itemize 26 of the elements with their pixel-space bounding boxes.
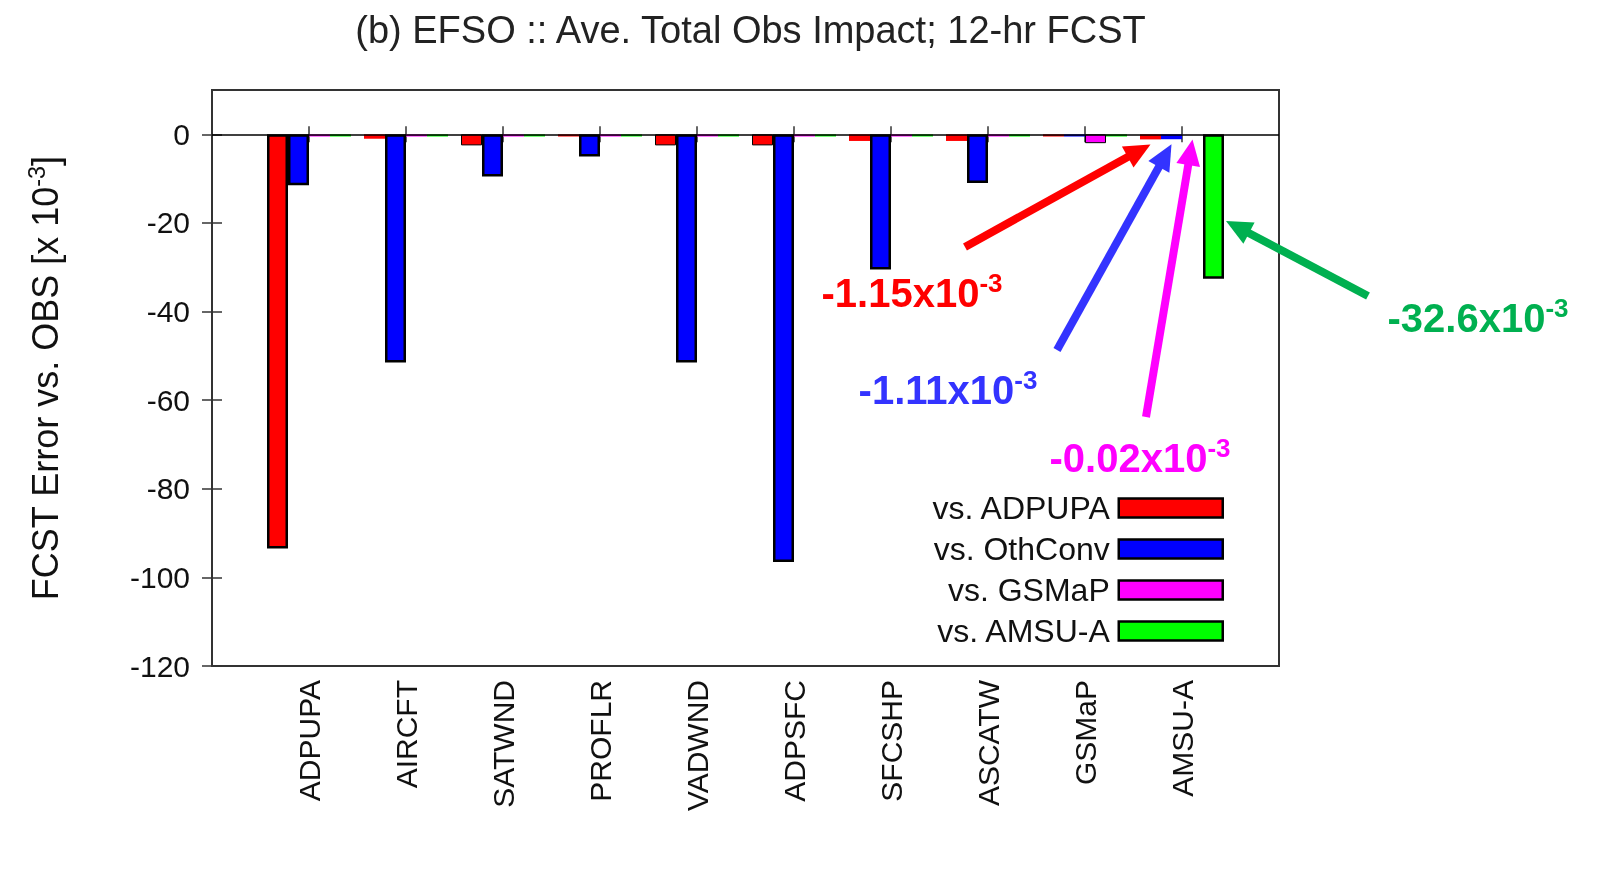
x-tick-label: GSMaP xyxy=(1068,680,1102,786)
y-tick-label: -20 xyxy=(146,206,190,240)
legend-label: vs. AMSU-A xyxy=(937,613,1111,649)
x-tick-label: SFCSHP xyxy=(874,680,908,802)
legend-label: vs. ADPUPA xyxy=(932,490,1111,526)
x-tick-label: VADWND xyxy=(680,680,714,812)
y-tick-label: -120 xyxy=(129,649,190,683)
x-tick-label: PROFLR xyxy=(583,680,617,802)
legend-label: vs. GSMaP xyxy=(947,572,1110,608)
annotation: -1.11x10$^{-3}$ xyxy=(858,365,1038,412)
x-tick-label: AMSU-A xyxy=(1165,680,1199,797)
x-tick-label: AIRCFT xyxy=(389,680,423,789)
x-tick-label: SATWND xyxy=(486,680,520,808)
chart-title: (b) EFSO :: Ave. Total Obs Impact; 12-hr FCST xyxy=(355,9,1146,51)
annotation: -0.02x10$^{-3}$ xyxy=(1049,433,1231,480)
y-tick-label: -100 xyxy=(129,560,190,594)
annotation: -1.15x10$^{-3}$ xyxy=(821,268,1003,315)
y-tick-label: -60 xyxy=(146,383,190,417)
x-tick-label: ASCATW xyxy=(971,679,1005,807)
x-tick-label: ADPSFC xyxy=(777,680,811,802)
y-tick-label: 0 xyxy=(173,117,190,151)
y-tick-label: -80 xyxy=(146,472,190,506)
text: -32.6x10$^{-3}$ xyxy=(1387,293,1569,340)
y-tick-label: -40 xyxy=(146,295,190,329)
x-tick-label: ADPUPA xyxy=(292,680,326,802)
legend-label: vs. OthConv xyxy=(933,531,1110,567)
